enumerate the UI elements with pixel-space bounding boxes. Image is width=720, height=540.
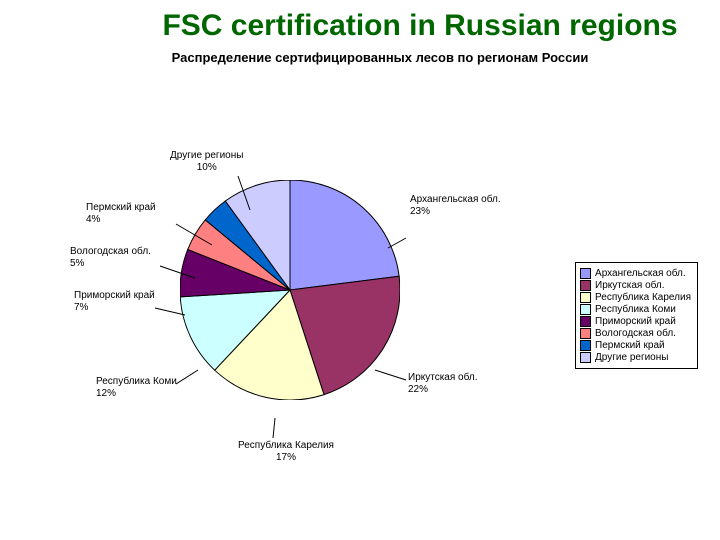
legend-swatch	[580, 352, 591, 363]
legend-item: Вологодская обл.	[580, 328, 691, 339]
legend-swatch	[580, 328, 591, 339]
slice-label-pct: 7%	[74, 302, 155, 314]
legend-label: Иркутская обл.	[595, 280, 665, 291]
slice-label-pct: 12%	[96, 388, 177, 400]
legend-label: Другие регионы	[595, 352, 668, 363]
slice-label-pct: 4%	[86, 214, 156, 226]
legend-item: Архангельская обл.	[580, 268, 691, 279]
slice-label-name: Другие регионы	[170, 150, 243, 161]
legend-item: Республика Карелия	[580, 292, 691, 303]
slice-label-pct: 23%	[410, 206, 501, 218]
legend-item: Другие регионы	[580, 352, 691, 363]
slice-label-name: Республика Карелия	[238, 440, 334, 451]
legend-swatch	[580, 268, 591, 279]
slice-label: Республика Коми12%	[96, 376, 177, 400]
chart-subtitle: Распределение сертифицированных лесов по…	[40, 50, 720, 65]
slice-label: Иркутская обл.22%	[408, 372, 478, 396]
slice-label-name: Иркутская обл.	[408, 372, 478, 383]
pie-chart: Архангельская обл.23%Иркутская обл.22%Ре…	[90, 150, 490, 490]
legend-label: Архангельская обл.	[595, 268, 686, 279]
legend-label: Республика Коми	[595, 304, 676, 315]
legend-label: Приморский край	[595, 316, 676, 327]
legend-label: Вологодская обл.	[595, 328, 676, 339]
slice-label: Республика Карелия17%	[238, 440, 334, 464]
legend-swatch	[580, 316, 591, 327]
slice-label-pct: 17%	[238, 452, 334, 464]
legend-swatch	[580, 304, 591, 315]
slice-label-name: Архангельская обл.	[410, 194, 501, 205]
legend-item: Республика Коми	[580, 304, 691, 315]
legend-item: Пермский край	[580, 340, 691, 351]
slice-label: Другие регионы10%	[170, 150, 243, 174]
legend-label: Республика Карелия	[595, 292, 691, 303]
legend-item: Иркутская обл.	[580, 280, 691, 291]
slice-label-pct: 5%	[70, 258, 151, 270]
slice-label-pct: 22%	[408, 384, 478, 396]
legend-swatch	[580, 340, 591, 351]
legend-swatch	[580, 292, 591, 303]
legend: Архангельская обл.Иркутская обл.Республи…	[575, 262, 698, 369]
pie-slice	[290, 180, 399, 290]
slice-label: Архангельская обл.23%	[410, 194, 501, 218]
slice-label-name: Республика Коми	[96, 376, 177, 387]
slice-label: Приморский край7%	[74, 290, 155, 314]
pie-svg	[180, 180, 400, 400]
page-title: FSC certification in Russian regions	[0, 0, 720, 44]
slice-label-name: Приморский край	[74, 290, 155, 301]
slice-label: Вологодская обл.5%	[70, 246, 151, 270]
legend-label: Пермский край	[595, 340, 665, 351]
slice-label-pct: 10%	[170, 162, 243, 174]
legend-swatch	[580, 280, 591, 291]
slice-label: Пермский край4%	[86, 202, 156, 226]
slice-label-name: Вологодская обл.	[70, 246, 151, 257]
slice-label-name: Пермский край	[86, 202, 156, 213]
legend-item: Приморский край	[580, 316, 691, 327]
